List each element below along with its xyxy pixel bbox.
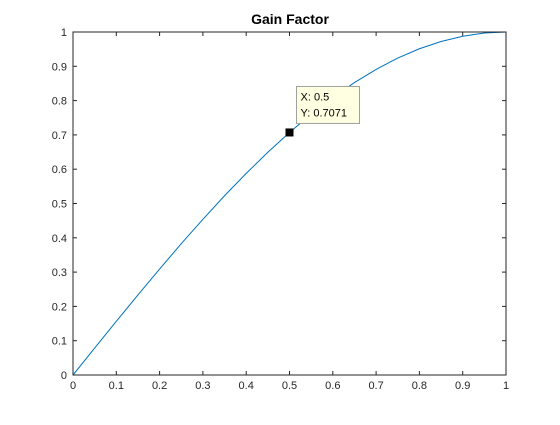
- datatip-y-text: Y: 0.7071: [301, 107, 348, 119]
- axes-box: [72, 31, 507, 376]
- y-tick-label: 0.9: [52, 61, 67, 73]
- x-tick-label: 0.5: [282, 380, 297, 392]
- y-tick-label: 0.8: [52, 96, 67, 108]
- x-tick-label: 1: [503, 380, 509, 392]
- x-tick-label: 0.8: [412, 380, 427, 392]
- y-tick-label: 0.7: [52, 130, 67, 142]
- x-tick-label: 0.1: [109, 380, 124, 392]
- y-tick-label: 0.1: [52, 336, 67, 348]
- y-tick-label: 0.5: [52, 199, 67, 211]
- x-tick-label: 0.6: [325, 380, 340, 392]
- plot-area: [73, 32, 506, 375]
- y-tick-label: 0.2: [52, 301, 67, 313]
- x-tick-label: 0.9: [455, 380, 470, 392]
- chart-title: Gain Factor: [251, 11, 329, 27]
- y-tick-label: 1: [61, 27, 67, 39]
- x-tick-label: 0.2: [152, 380, 167, 392]
- x-tick-label: 0: [70, 380, 76, 392]
- y-tick-label: 0.3: [52, 267, 67, 279]
- datatip-x-text: X: 0.5: [301, 91, 330, 103]
- datatip-marker[interactable]: [285, 128, 294, 137]
- x-tick-label: 0.7: [368, 380, 383, 392]
- x-tick-label: 0.3: [195, 380, 210, 392]
- y-tick-label: 0: [61, 370, 67, 382]
- y-tick-label: 0.4: [52, 233, 67, 245]
- datatip-box[interactable]: [296, 85, 360, 124]
- y-tick-label: 0.6: [52, 164, 67, 176]
- x-tick-label: 0.4: [239, 380, 254, 392]
